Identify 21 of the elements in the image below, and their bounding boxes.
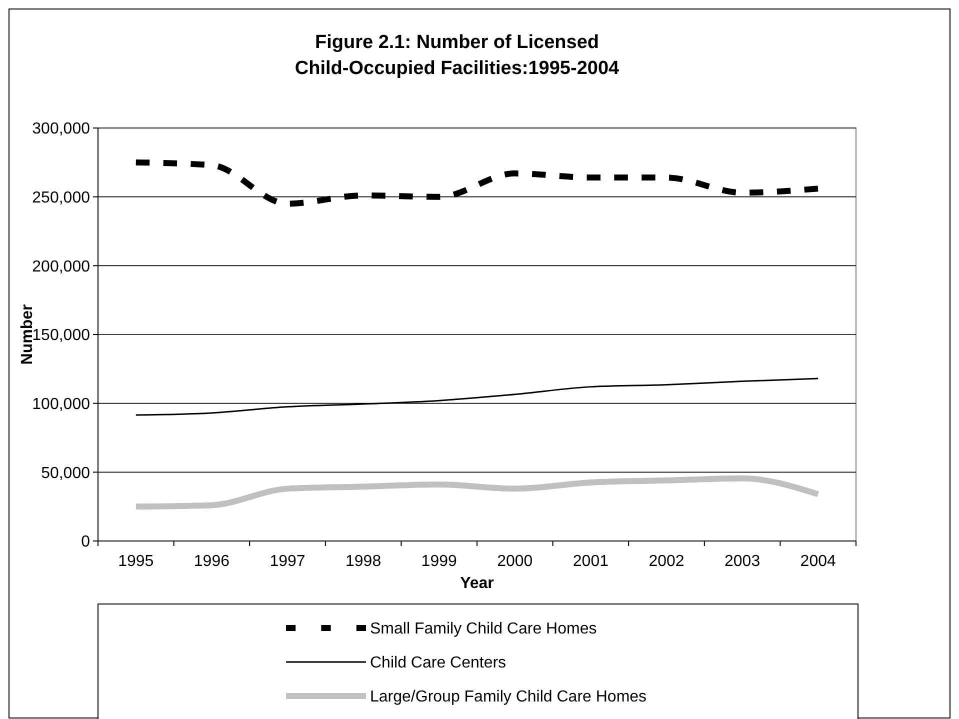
- legend-label: Child Care Centers: [370, 654, 506, 672]
- y-tick-label: 200,000: [32, 258, 90, 276]
- y-tick-label: 100,000: [32, 396, 90, 413]
- x-tick-label: 2001: [572, 553, 609, 570]
- x-tick-label: 1999: [421, 553, 457, 570]
- x-tick-label: 2002: [648, 553, 684, 570]
- x-tick-label: 1995: [118, 553, 154, 570]
- x-tick-label: 2003: [724, 553, 760, 570]
- legend-label: Large/Group Family Child Care Homes: [370, 688, 647, 706]
- y-tick-label: 0: [81, 534, 90, 551]
- x-tick-label: 2004: [800, 553, 836, 570]
- x-tick-label: 1997: [270, 553, 306, 570]
- x-tick-label: 1996: [194, 553, 230, 570]
- x-tick-label: 1998: [346, 553, 382, 570]
- y-tick-label: 50,000: [41, 464, 90, 482]
- y-tick-label: 300,000: [32, 120, 90, 138]
- x-axis-title: Year: [460, 575, 494, 592]
- legend-label: Small Family Child Care Homes: [370, 620, 597, 638]
- x-tick-label: 2000: [497, 553, 533, 570]
- chart-title: Figure 2.1: Number of Licensed Child-Occupied Facilities:1995-2004: [294, 32, 620, 79]
- y-tick-label: 250,000: [32, 189, 90, 206]
